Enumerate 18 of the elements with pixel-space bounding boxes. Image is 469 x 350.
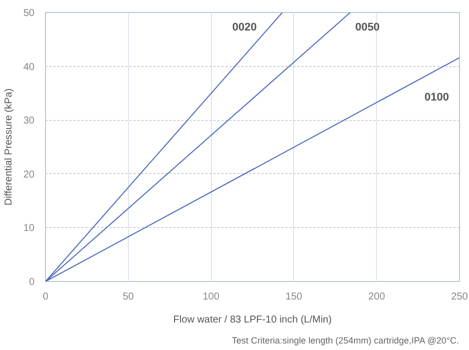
x-tick-label: 0 [42,292,49,302]
series-label: 0100 [424,92,449,104]
y-axis-title: Differential Pressure (kPa) [3,88,14,206]
x-tick-label: 250 [451,292,468,302]
y-tick-label: 20 [23,169,35,180]
x-tick-label: 100 [202,292,220,302]
x-tick-label: 150 [286,292,303,302]
text: Test Criteria:single length (254mm) cartridge,IPA @20°C. [232,336,460,346]
x-axis-title: Flow water / 83 LPF-10 inch (L/Min) [173,314,332,326]
x-tick-label: 200 [368,292,386,302]
y-tick-label: 40 [23,62,35,73]
series-label: 0050 [355,22,380,34]
y-tick-label: 10 [23,223,35,234]
y-tick-label: 0 [28,277,35,288]
series-label: 0020 [232,22,257,34]
y-tick-label: 30 [23,116,35,127]
y-tick-label: 50 [23,8,35,19]
x-tick-label: 50 [122,292,134,302]
